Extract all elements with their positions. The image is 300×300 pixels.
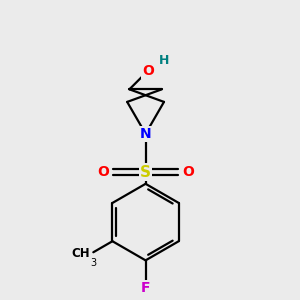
Text: F: F [141,281,150,295]
Text: CH: CH [71,247,90,260]
Text: O: O [97,165,109,179]
Text: S: S [140,164,151,179]
Text: H: H [159,54,169,67]
Text: O: O [182,165,194,179]
Text: 3: 3 [90,258,96,268]
Text: O: O [142,64,154,78]
Text: N: N [140,127,152,141]
